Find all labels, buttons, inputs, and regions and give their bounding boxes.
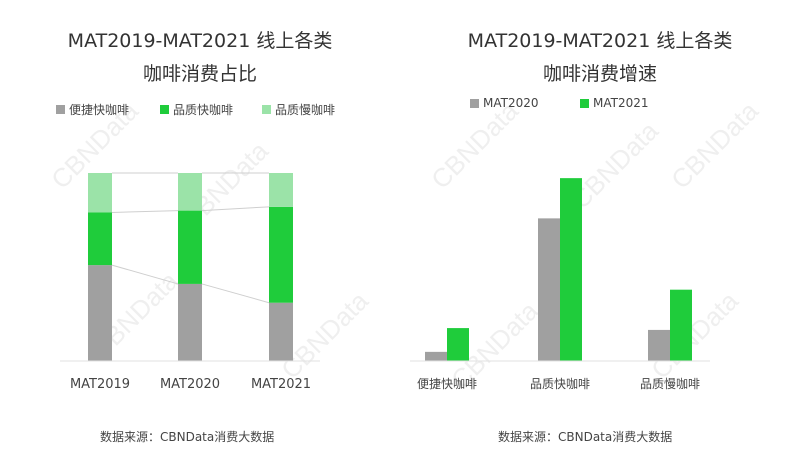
grouped-bar <box>425 351 447 361</box>
stacked-bar-segment <box>178 210 202 284</box>
stacked-bar-segment <box>88 212 112 266</box>
legend-label: 品质慢咖啡 <box>275 103 336 117</box>
stacked-bar-chart: MAT2019 MAT2020 MAT2021 <box>60 172 320 392</box>
right-chart-title-line1: MAT2019-MAT2021 线上各类 <box>467 30 733 52</box>
connector-line <box>201 206 270 212</box>
grouped-bar <box>447 328 469 361</box>
left-chart-source: 数据来源：CBNData消费大数据 <box>100 430 275 444</box>
x-tick-label: 便捷快咖啡 <box>417 376 477 391</box>
stacked-bar-segment <box>269 173 293 207</box>
legend-swatch <box>580 98 589 108</box>
legend-item: 品质慢咖啡 <box>262 101 335 118</box>
stacked-bar-segment <box>178 283 202 361</box>
stacked-bar-segment <box>269 302 293 361</box>
legend-item: MAT2020 <box>470 96 539 110</box>
grouped-bar-chart: 便捷快咖啡 品质快咖啡 品质慢咖啡 <box>410 178 710 391</box>
x-tick-label: MAT2021 <box>251 377 311 392</box>
legend-label: MAT2020 <box>483 96 539 110</box>
grouped-bar <box>648 329 670 361</box>
stacked-bar-segment <box>178 173 202 211</box>
legend-label: MAT2021 <box>593 96 649 110</box>
connector-line <box>111 210 179 213</box>
x-tick-label: 品质慢咖啡 <box>640 376 700 391</box>
legend-item: 便捷快咖啡 <box>56 101 129 118</box>
stacked-bar-segment <box>269 206 293 303</box>
legend-item: MAT2021 <box>580 96 649 110</box>
legend-item: 品质快咖啡 <box>160 101 233 118</box>
left-chart-title-line2: 咖啡消费占比 <box>142 63 257 85</box>
legend-label: 品质快咖啡 <box>173 103 234 117</box>
x-tick-label: MAT2019 <box>70 377 130 392</box>
x-tick-label: MAT2020 <box>160 377 220 392</box>
legend-swatch <box>470 98 479 108</box>
grouped-bar <box>538 218 560 361</box>
grouped-bar <box>670 289 692 361</box>
stacked-bar-segment <box>88 265 112 361</box>
connector-line <box>201 283 270 304</box>
legend-swatch <box>160 105 169 114</box>
legend-swatch <box>56 105 65 114</box>
legend-swatch <box>262 105 271 114</box>
x-tick-label: 品质快咖啡 <box>530 376 590 391</box>
right-chart-source: 数据来源：CBNData消费大数据 <box>498 430 673 444</box>
legend-label: 便捷快咖啡 <box>69 103 130 117</box>
right-chart-panel: MAT2019-MAT2021 线上各类 咖啡消费增速 MAT2020 MAT2… <box>400 0 800 454</box>
left-chart-panel: MAT2019-MAT2021 线上各类 咖啡消费占比 便捷快咖啡 品质快咖啡 … <box>56 30 335 444</box>
grouped-bar <box>560 178 582 361</box>
stacked-bar-segment <box>88 173 112 213</box>
left-chart-title-line1: MAT2019-MAT2021 线上各类 <box>67 30 333 52</box>
right-chart-title-line2: 咖啡消费增速 <box>542 63 657 85</box>
connector-line <box>111 264 179 285</box>
